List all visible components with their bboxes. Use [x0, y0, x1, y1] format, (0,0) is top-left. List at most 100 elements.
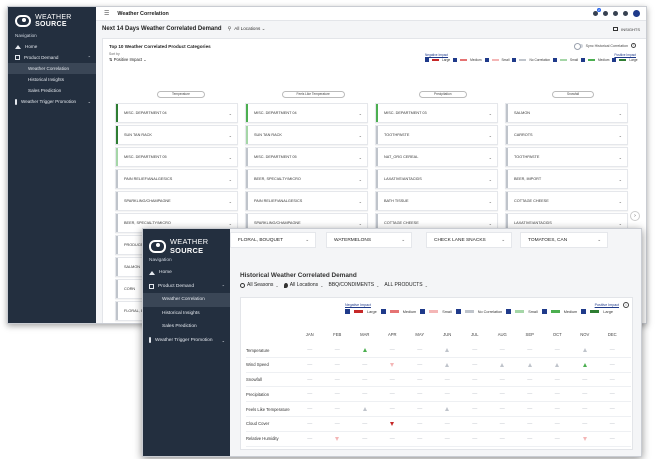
- weather-variable-pill[interactable]: Precipitation: [419, 91, 467, 98]
- category-row[interactable]: BATH TISSUE ⌄: [375, 191, 498, 211]
- grid-cell[interactable]: —: [406, 402, 434, 416]
- grid-cell[interactable]: —: [324, 358, 352, 372]
- grid-cell[interactable]: —: [461, 417, 489, 431]
- grid-cell[interactable]: [571, 432, 599, 446]
- grid-cell[interactable]: —: [571, 387, 599, 401]
- category-row[interactable]: BEER, IMPORT ⌄: [505, 169, 628, 189]
- grid-cell[interactable]: [351, 402, 379, 416]
- grid-cell[interactable]: —: [434, 373, 462, 387]
- grid-cell[interactable]: —: [544, 373, 572, 387]
- sort-by-select[interactable]: ⇅ Positive Impact ⌄: [109, 57, 147, 62]
- nav-item-weather-trigger-promotion[interactable]: Weather Trigger Promotion ⌄: [143, 334, 230, 348]
- grid-cell[interactable]: —: [324, 343, 352, 357]
- grid-cell[interactable]: —: [296, 343, 324, 357]
- brand-logo[interactable]: WEATHER SOURCE: [15, 14, 96, 28]
- info-icon[interactable]: i: [623, 302, 629, 308]
- grid-cell[interactable]: —: [461, 402, 489, 416]
- grid-cell[interactable]: —: [324, 417, 352, 431]
- legend-checkbox[interactable]: [553, 58, 558, 62]
- grid-cell[interactable]: —: [599, 432, 627, 446]
- grid-cell[interactable]: —: [516, 387, 544, 401]
- grid-cell[interactable]: —: [461, 432, 489, 446]
- grid-cell[interactable]: [434, 358, 462, 372]
- category-row[interactable]: MISC. DEPARTMENT 05 ⌄: [115, 147, 238, 167]
- grid-cell[interactable]: —: [489, 402, 517, 416]
- grid-cell[interactable]: [324, 432, 352, 446]
- info-icon[interactable]: i: [631, 43, 636, 48]
- notification-bell-icon[interactable]: [593, 8, 601, 16]
- category-row[interactable]: CARROTS ⌄: [505, 125, 628, 145]
- legend-checkbox[interactable]: [581, 309, 587, 314]
- nav-item-product-demand[interactable]: Product Demand ⌃: [8, 52, 96, 63]
- grid-cell[interactable]: —: [489, 343, 517, 357]
- grid-cell[interactable]: —: [296, 373, 324, 387]
- grid-cell[interactable]: —: [324, 402, 352, 416]
- grid-cell[interactable]: —: [489, 432, 517, 446]
- grid-cell[interactable]: —: [516, 402, 544, 416]
- category-chip[interactable]: CHECK LANE SNACKS ⌄: [426, 232, 512, 248]
- next-arrow-button[interactable]: ›: [630, 211, 640, 221]
- nav-item-home[interactable]: Home: [143, 266, 230, 280]
- grid-cell[interactable]: —: [406, 432, 434, 446]
- grid-cell[interactable]: —: [296, 402, 324, 416]
- user-avatar[interactable]: [633, 10, 640, 17]
- grid-cell[interactable]: —: [544, 402, 572, 416]
- legend-checkbox[interactable]: [380, 309, 386, 314]
- nav-item-weather-trigger-promotion[interactable]: Weather Trigger Promotion ⌄: [8, 96, 96, 107]
- category-row[interactable]: TOOTHPASTE ⌄: [505, 147, 628, 167]
- nav-item-sales-prediction[interactable]: Sales Prediction: [143, 320, 230, 334]
- grid-cell[interactable]: —: [351, 417, 379, 431]
- grid-cell[interactable]: [434, 402, 462, 416]
- location-select[interactable]: All Locations ⌄: [234, 26, 266, 31]
- legend-checkbox[interactable]: [420, 309, 426, 314]
- nav-item-historical-insights[interactable]: Historical Insights: [8, 74, 96, 85]
- category-row[interactable]: NAT_ORG CEREAL ⌄: [375, 147, 498, 167]
- grid-cell[interactable]: —: [351, 387, 379, 401]
- nav-item-sales-prediction[interactable]: Sales Prediction: [8, 85, 96, 96]
- grid-cell[interactable]: —: [296, 387, 324, 401]
- grid-cell[interactable]: [516, 358, 544, 372]
- grid-cell[interactable]: —: [351, 432, 379, 446]
- grid-cell[interactable]: —: [324, 387, 352, 401]
- grid-cell[interactable]: —: [406, 387, 434, 401]
- category-row[interactable]: PAIN RELIEF/ANALGESICS ⌄: [115, 169, 238, 189]
- grid-cell[interactable]: [544, 358, 572, 372]
- category-row[interactable]: COTTAGE CHEESE ⌄: [505, 191, 628, 211]
- category-row[interactable]: MISC. DEPARTMENT 04 ⌄: [115, 103, 238, 123]
- grid-cell[interactable]: —: [599, 387, 627, 401]
- grid-cell[interactable]: —: [406, 417, 434, 431]
- grid-cell[interactable]: —: [296, 358, 324, 372]
- grid-cell[interactable]: —: [379, 343, 407, 357]
- category-row[interactable]: LAXATIVE/ANTACIDS ⌄: [375, 169, 498, 189]
- settings-icon[interactable]: [623, 11, 628, 16]
- grid-cell[interactable]: [489, 358, 517, 372]
- help-icon[interactable]: [603, 11, 608, 16]
- grid-cell[interactable]: —: [599, 402, 627, 416]
- weather-variable-pill[interactable]: Temperature: [157, 91, 205, 98]
- grid-cell[interactable]: —: [434, 387, 462, 401]
- category-row[interactable]: SALMON ⌄: [505, 103, 628, 123]
- category-chip[interactable]: FLORAL, BOUQUET ⌄: [230, 232, 316, 248]
- grid-cell[interactable]: —: [461, 343, 489, 357]
- grid-cell[interactable]: —: [544, 387, 572, 401]
- grid-cell[interactable]: —: [544, 417, 572, 431]
- legend-checkbox[interactable]: [581, 58, 586, 62]
- category-filter[interactable]: BBQ/CONDIMENTS ⌄: [328, 282, 379, 288]
- brand-logo[interactable]: WEATHER SOURCE: [149, 237, 230, 255]
- legend-checkbox[interactable]: [345, 309, 350, 314]
- positive-impact-link[interactable]: Positive Impact: [594, 303, 619, 307]
- grid-cell[interactable]: —: [379, 373, 407, 387]
- season-filter[interactable]: All Seasons ⌄: [240, 282, 279, 288]
- category-row[interactable]: MISC. DEPARTMENT 03 ⌄: [375, 103, 498, 123]
- chat-icon[interactable]: [613, 11, 618, 16]
- nav-item-weather-correlation[interactable]: Weather Correlation: [143, 293, 230, 307]
- grid-cell[interactable]: —: [434, 432, 462, 446]
- grid-cell[interactable]: —: [461, 387, 489, 401]
- legend-checkbox[interactable]: [425, 58, 429, 62]
- grid-cell[interactable]: —: [489, 373, 517, 387]
- grid-cell[interactable]: [379, 358, 407, 372]
- grid-cell[interactable]: —: [406, 343, 434, 357]
- nav-item-home[interactable]: Home: [8, 41, 96, 52]
- grid-cell[interactable]: —: [296, 417, 324, 431]
- grid-cell[interactable]: [434, 343, 462, 357]
